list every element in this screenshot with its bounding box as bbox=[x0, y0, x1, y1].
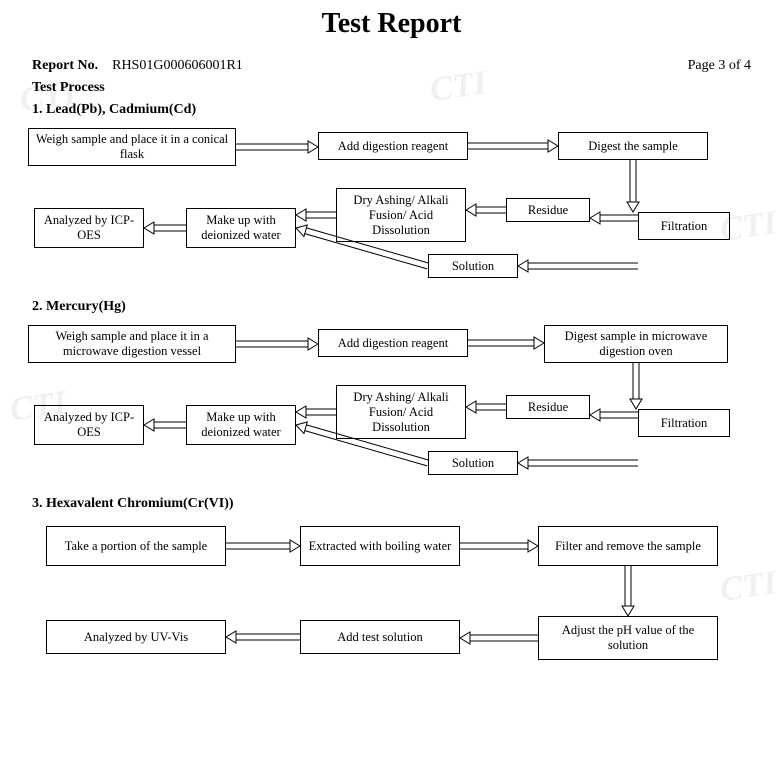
flow3-canvas: Take a portion of the sample Extracted wi… bbox=[0, 516, 783, 681]
flow3-b5: Add test solution bbox=[300, 620, 460, 654]
flow2-b3: Digest sample in microwave digestion ove… bbox=[544, 325, 728, 363]
header-row: Report No. RHS01G000606001R1 Page 3 of 4 bbox=[0, 58, 783, 80]
flow2-canvas: Weigh sample and place it in a microwave… bbox=[0, 319, 783, 494]
flow1-canvas: Weigh sample and place it in a conical f… bbox=[0, 122, 783, 297]
flow2-b6: Dry Ashing/ Alkali Fusion/ Acid Dissolut… bbox=[336, 385, 466, 439]
flow2-b1: Weigh sample and place it in a microwave… bbox=[28, 325, 236, 363]
flow1-b2: Add digestion reagent bbox=[318, 132, 468, 160]
flow3-b2: Extracted with boiling water bbox=[300, 526, 460, 566]
flow3-b3: Filter and remove the sample bbox=[538, 526, 718, 566]
flow3-b1: Take a portion of the sample bbox=[46, 526, 226, 566]
report-no-value: RHS01G000606001R1 bbox=[112, 58, 243, 73]
flow1-b1: Weigh sample and place it in a conical f… bbox=[28, 128, 236, 166]
flow2-heading: 2. Mercury(Hg) bbox=[0, 297, 783, 319]
flow3-heading: 3. Hexavalent Chromium(Cr(VI)) bbox=[0, 494, 783, 516]
flow2-b5: Residue bbox=[506, 395, 590, 419]
report-no-label: Report No. bbox=[32, 58, 98, 73]
flow1-heading: 1. Lead(Pb), Cadmium(Cd) bbox=[0, 100, 783, 122]
flow1-b7: Solution bbox=[428, 254, 518, 278]
flow2-b2: Add digestion reagent bbox=[318, 329, 468, 357]
flow1-b4: Filtration bbox=[638, 212, 730, 240]
flow3-b4: Adjust the pH value of the solution bbox=[538, 616, 718, 660]
section-header: Test Process bbox=[0, 80, 783, 100]
flow2-b9: Analyzed by ICP-OES bbox=[34, 405, 144, 445]
flow1-b8: Make up with deionized water bbox=[186, 208, 296, 248]
flow1-b9: Analyzed by ICP-OES bbox=[34, 208, 144, 248]
flow1-b5: Residue bbox=[506, 198, 590, 222]
flow1-b6: Dry Ashing/ Alkali Fusion/ Acid Dissolut… bbox=[336, 188, 466, 242]
flow1-b3: Digest the sample bbox=[558, 132, 708, 160]
flow2-b7: Solution bbox=[428, 451, 518, 475]
flow2-b8: Make up with deionized water bbox=[186, 405, 296, 445]
page-title: Test Report bbox=[0, 8, 783, 40]
flow3-b6: Analyzed by UV-Vis bbox=[46, 620, 226, 654]
report-no: Report No. RHS01G000606001R1 bbox=[32, 58, 243, 74]
flow2-b4: Filtration bbox=[638, 409, 730, 437]
page-info: Page 3 of 4 bbox=[688, 58, 751, 74]
